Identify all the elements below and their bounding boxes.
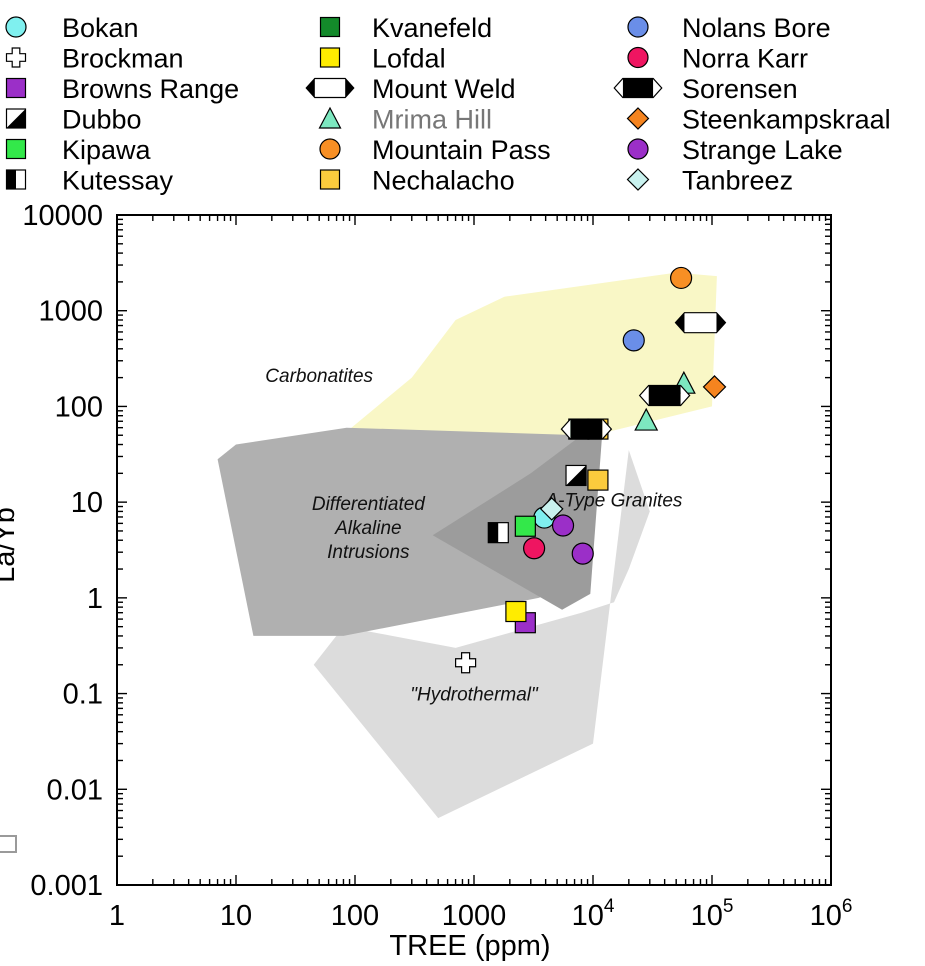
x-tick-base: 10 <box>572 900 604 932</box>
point-nolans-bore <box>622 329 645 352</box>
region-label-differentiated-alkaline-intrusions: Alkaline <box>334 518 402 539</box>
legend-marker-kipawa <box>5 138 27 160</box>
legend-marker-mrima-hill <box>318 106 342 129</box>
classification-regions: Carbonatites "Hydrothermal" Differentiated… <box>217 272 717 819</box>
point-sorensen <box>560 418 613 440</box>
x-tick-exponent: 6 <box>842 896 853 917</box>
y-tick-label: 10000 <box>22 200 103 232</box>
data-points <box>455 266 727 674</box>
region-differentiated-alkaline-intrusions <box>217 427 582 636</box>
point-sorensen <box>638 384 691 407</box>
y-tick-label: 100 <box>55 391 103 423</box>
legend-marker-sorensen <box>613 77 663 99</box>
y-tick-label: 0.01 <box>47 774 103 806</box>
x-tick-base: 10 <box>810 900 842 932</box>
legend-label-norra-karr: Norra Karr <box>682 44 808 74</box>
x-tick-label: 104 <box>572 896 615 932</box>
legend-marker-brockman <box>5 47 27 68</box>
legend-label-mountain-pass: Mountain Pass <box>372 135 551 165</box>
region-label-differentiated-alkaline-intrusions: Intrusions <box>327 542 410 563</box>
region-label-carbonatites: Carbonatites <box>265 366 373 387</box>
legend-label-brockman: Brockman <box>62 44 184 74</box>
legend-label-strange-lake: Strange Lake <box>682 135 843 165</box>
legend-label-bokan: Bokan <box>62 13 139 43</box>
point-strange-lake <box>571 542 594 565</box>
legend-marker-tanbreez <box>626 168 650 191</box>
point-mount-weld <box>674 312 727 334</box>
region-label-differentiated-alkaline-intrusions: Differentiated <box>312 494 426 515</box>
legend-marker-nechalacho <box>319 169 341 190</box>
legend-marker-bokan <box>5 16 27 38</box>
x-tick-label: 1 <box>109 900 125 932</box>
point-norra-karr <box>523 537 546 560</box>
x-tick-exponent: 4 <box>604 896 615 917</box>
axis-labels: 1 10 100 1000 104 105 1060.0010.010.1110100100… <box>22 200 852 932</box>
corner-handle <box>0 835 17 853</box>
point-kipawa <box>514 515 536 537</box>
x-tick-base: 10 <box>691 900 723 932</box>
legend-label-kvanefeld: Kvanefeld <box>372 13 492 43</box>
x-tick-label: 105 <box>691 896 734 932</box>
x-tick-exponent: 5 <box>723 896 734 917</box>
y-tick-label: 1000 <box>38 296 103 328</box>
legend-label-nolans-bore: Nolans Bore <box>682 13 831 43</box>
legend-marker-nolans-bore <box>627 16 649 38</box>
legend-marker-strange-lake <box>627 138 649 160</box>
point-steenkampskraal <box>702 375 727 399</box>
legend-marker-steenkampskraal <box>626 107 650 130</box>
legend-label-tanbreez: Tanbreez <box>682 166 793 196</box>
point-dubbo <box>565 464 587 487</box>
point-mountain-pass <box>670 266 693 290</box>
x-tick-label: 106 <box>810 896 853 932</box>
y-tick-label: 0.1 <box>63 679 103 711</box>
legend-label-mrima-hill: Mrima Hill <box>372 105 492 135</box>
legend-marker-mount-weld <box>305 77 355 99</box>
legend-label-lofdal: Lofdal <box>372 44 446 74</box>
region-hydrothermal <box>313 450 650 819</box>
legend-label-dubbo: Dubbo <box>62 105 142 135</box>
y-axis-title: La/Yb <box>0 507 21 583</box>
x-tick-label: 100 <box>331 900 379 932</box>
region-label-hydrothermal: "Hydrothermal" <box>410 684 539 705</box>
legend-label-browns-range: Browns Range <box>62 74 239 104</box>
point-brockman <box>455 652 477 674</box>
legend-label-kutessay: Kutessay <box>62 166 174 196</box>
y-tick-label: 0.001 <box>30 870 103 902</box>
legend-label-mount-weld: Mount Weld <box>372 74 516 104</box>
legend-marker-lofdal <box>319 47 341 68</box>
legend-label-steenkampskraal: Steenkampskraal <box>682 105 891 135</box>
point-strange-lake <box>551 514 575 537</box>
legend-label-kipawa: Kipawa <box>62 135 152 165</box>
point-tanbreez <box>539 497 564 521</box>
legend-marker-dubbo <box>5 108 27 129</box>
x-tick-label: 10 <box>220 900 252 932</box>
legend-marker-kvanefeld <box>319 16 341 38</box>
legend-label-nechalacho: Nechalacho <box>372 166 515 196</box>
point-mrima-hill <box>634 407 659 431</box>
legend-marker-kutessay <box>5 169 27 190</box>
legend-marker-mountain-pass <box>319 138 341 160</box>
plot-frame <box>116 214 832 886</box>
x-tick-label: 1000 <box>442 900 507 932</box>
legend-marker-browns-range <box>5 77 27 99</box>
y-tick-label: 1 <box>87 583 103 615</box>
point-kutessay <box>487 522 509 544</box>
legend-label-sorensen: Sorensen <box>682 74 798 104</box>
y-tick-label: 10 <box>71 487 103 519</box>
region-label-a-type-granites: A-Type Granites <box>544 491 682 512</box>
x-axis-title: TREE (ppm) <box>389 930 550 962</box>
legend-marker-norra-karr <box>627 46 649 69</box>
point-lofdal <box>505 600 527 623</box>
point-nechalacho <box>587 469 609 491</box>
